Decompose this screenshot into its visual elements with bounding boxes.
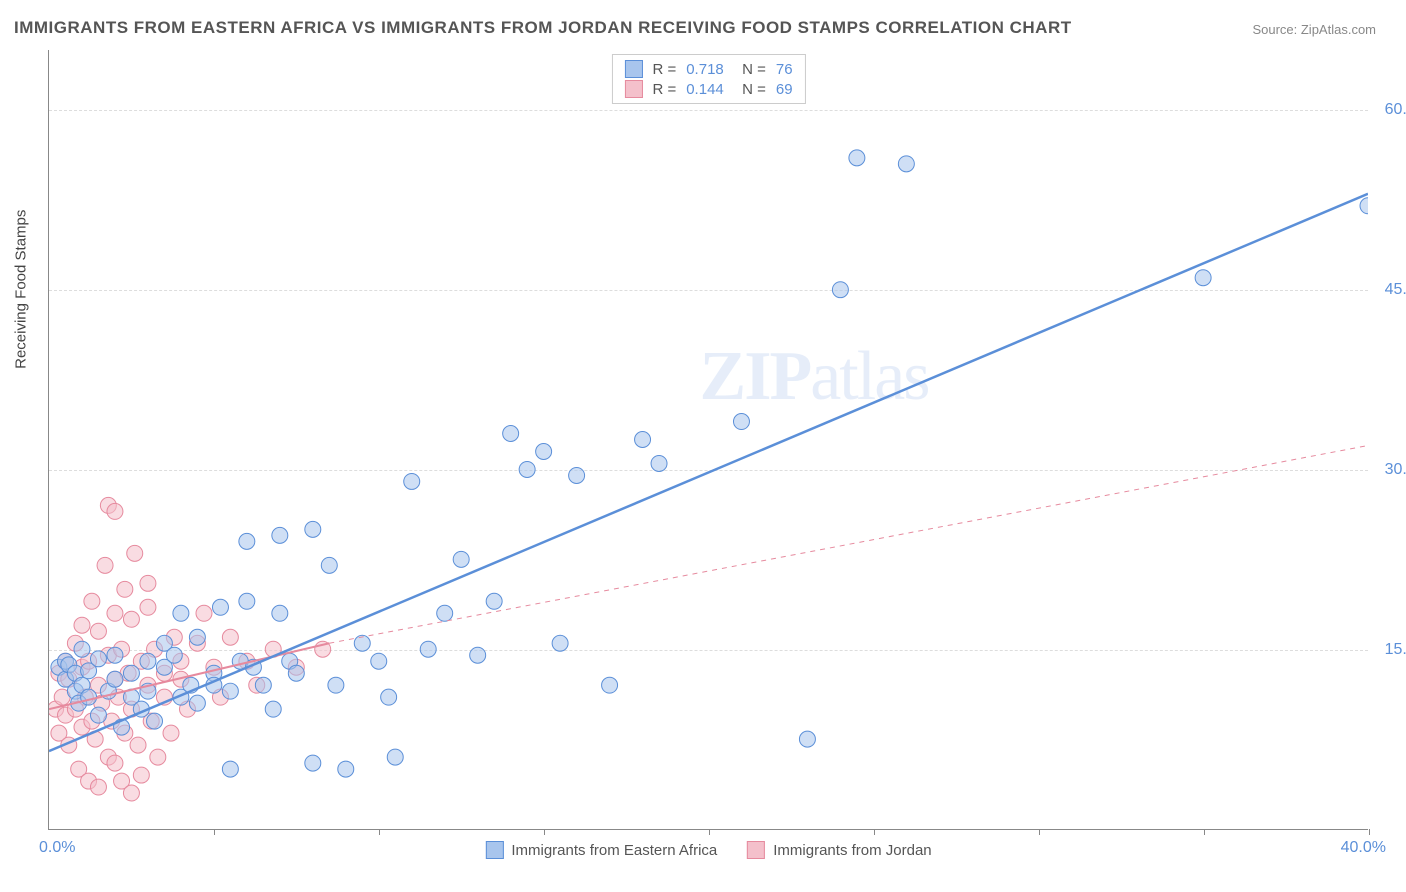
y-tick-label: 60.0% bbox=[1385, 101, 1406, 119]
r-label: R = bbox=[652, 61, 676, 78]
chart-container: IMMIGRANTS FROM EASTERN AFRICA VS IMMIGR… bbox=[0, 0, 1406, 892]
legend-row-series-2: R = 0.144 N = 69 bbox=[624, 79, 792, 99]
scatter-svg bbox=[49, 50, 1368, 829]
correlation-legend: R = 0.718 N = 76 R = 0.144 N = 69 bbox=[611, 54, 805, 104]
legend-row-series-1: R = 0.718 N = 76 bbox=[624, 59, 792, 79]
plot-area: Receiving Food Stamps ZIPatlas 15.0%30.0… bbox=[48, 50, 1368, 830]
y-tick-label: 15.0% bbox=[1385, 641, 1406, 659]
legend-item-2: Immigrants from Jordan bbox=[747, 841, 931, 859]
n-label: N = bbox=[734, 81, 766, 98]
y-tick-label: 30.0% bbox=[1385, 461, 1406, 479]
r-value-1: 0.718 bbox=[686, 61, 724, 78]
swatch-series-2-bottom bbox=[747, 841, 765, 859]
n-label: N = bbox=[734, 61, 766, 78]
y-axis-label: Receiving Food Stamps bbox=[13, 209, 30, 368]
r-label: R = bbox=[652, 81, 676, 98]
chart-title: IMMIGRANTS FROM EASTERN AFRICA VS IMMIGR… bbox=[14, 18, 1072, 38]
series-legend: Immigrants from Eastern Africa Immigrant… bbox=[485, 841, 931, 859]
r-value-2: 0.144 bbox=[686, 81, 724, 98]
swatch-series-1-bottom bbox=[485, 841, 503, 859]
source-attribution: Source: ZipAtlas.com bbox=[1252, 22, 1376, 37]
swatch-series-2 bbox=[624, 80, 642, 98]
legend-label-1: Immigrants from Eastern Africa bbox=[511, 842, 717, 859]
x-axis-min-label: 0.0% bbox=[39, 839, 75, 857]
legend-item-1: Immigrants from Eastern Africa bbox=[485, 841, 717, 859]
swatch-series-1 bbox=[624, 60, 642, 78]
y-tick-label: 45.0% bbox=[1385, 281, 1406, 299]
n-value-1: 76 bbox=[776, 61, 793, 78]
x-axis-max-label: 40.0% bbox=[1341, 839, 1386, 857]
n-value-2: 69 bbox=[776, 81, 793, 98]
legend-label-2: Immigrants from Jordan bbox=[773, 842, 931, 859]
